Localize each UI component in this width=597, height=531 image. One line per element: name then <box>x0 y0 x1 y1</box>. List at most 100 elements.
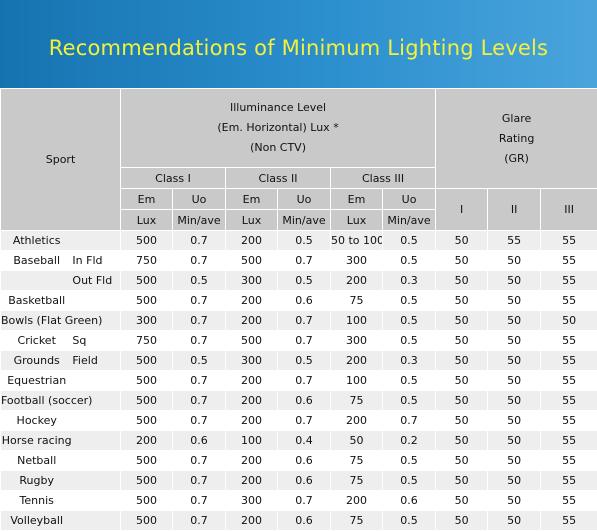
header-em: Em <box>120 188 173 210</box>
header-minave: Min/ave <box>277 209 331 231</box>
value-cell: 100 <box>330 310 383 331</box>
value-cell: 0.7 <box>172 330 226 351</box>
value-cell: 50 <box>487 410 542 431</box>
value-cell: 50 <box>435 510 489 531</box>
value-cell: 0.7 <box>172 370 226 391</box>
value-cell: 300 <box>330 330 383 351</box>
value-cell: 500 <box>120 350 173 371</box>
header-class-3: Class III <box>329 167 437 189</box>
value-cell: 50 <box>487 250 542 271</box>
sport-cell: Cricket Sq <box>0 330 121 351</box>
sport-subarea: Field <box>72 354 98 367</box>
value-cell: 500 <box>120 510 173 531</box>
sport-subarea: Out Fld <box>72 274 113 287</box>
value-cell: 0.5 <box>277 270 331 291</box>
sport-subarea <box>72 454 119 467</box>
value-cell: 200 <box>225 450 278 471</box>
sport-cell: Netball <box>0 450 121 471</box>
value-cell: 500 <box>120 370 173 391</box>
sport-name <box>2 274 73 287</box>
value-cell: 50 <box>330 430 383 451</box>
value-cell: 200 <box>330 350 383 371</box>
table-row: Athletics 500 0.7 200 0.5 50 to 100 0.5 50 55 55 <box>0 230 597 251</box>
sport-subarea <box>72 414 119 427</box>
value-cell: 50 <box>435 450 489 471</box>
value-cell: 0.6 <box>381 490 437 511</box>
value-cell: 0.2 <box>381 430 437 451</box>
value-cell: 0.5 <box>381 310 437 331</box>
sport-name: Tennis <box>19 494 54 507</box>
value-cell: 0.7 <box>381 410 437 431</box>
value-cell: 50 <box>487 370 542 391</box>
header-lux: Lux <box>330 209 383 231</box>
value-cell: 50 <box>435 250 489 271</box>
value-cell: 55 <box>487 230 542 251</box>
value-cell: 55 <box>540 330 597 351</box>
value-cell: 50 <box>487 450 542 471</box>
sport-cell: Volleyball <box>0 510 121 531</box>
header-glare-line-3: (GR) <box>504 151 529 165</box>
header-class-2: Class II <box>225 167 331 189</box>
value-cell: 0.5 <box>381 510 437 531</box>
value-cell: 300 <box>120 310 173 331</box>
header-uo: Uo <box>381 188 437 210</box>
value-cell: 300 <box>225 490 278 511</box>
header-sport: Sport <box>0 88 121 231</box>
header-em: Em <box>225 188 278 210</box>
sport-name: Hockey <box>16 414 57 427</box>
value-cell: 0.7 <box>277 370 331 391</box>
value-cell: 0.7 <box>172 470 226 491</box>
value-cell: 55 <box>540 510 597 531</box>
value-cell: 50 <box>435 310 489 331</box>
sport-cell: Baseball In Fld <box>0 250 121 271</box>
sport-name: Grounds <box>13 354 60 367</box>
value-cell: 55 <box>540 250 597 271</box>
value-cell: 0.7 <box>277 310 331 331</box>
sport-name: Athletics <box>12 234 61 247</box>
table-row: Football (soccer) 500 0.7 200 0.6 75 0.5 50 50 55 <box>0 390 597 411</box>
header-uo: Uo <box>172 188 226 210</box>
sport-cell: Rugby <box>0 470 121 491</box>
value-cell: 200 <box>330 490 383 511</box>
sport-cell: Hockey <box>0 410 121 431</box>
value-cell: 0.7 <box>172 250 226 271</box>
value-cell: 0.6 <box>277 450 331 471</box>
value-cell: 0.6 <box>277 290 331 311</box>
table-row: Volleyball 500 0.7 200 0.6 75 0.5 50 50 55 <box>0 510 597 531</box>
value-cell: 75 <box>330 290 383 311</box>
value-cell: 300 <box>225 270 278 291</box>
value-cell: 50 <box>435 270 489 291</box>
value-cell: 500 <box>120 290 173 311</box>
value-cell: 50 <box>435 290 489 311</box>
value-cell: 0.7 <box>172 450 226 471</box>
header-glare: Glare Rating (GR) <box>435 88 597 189</box>
header-uo: Uo <box>277 188 331 210</box>
value-cell: 300 <box>330 250 383 271</box>
value-cell: 0.5 <box>277 350 331 371</box>
sport-subarea: In Fld <box>72 254 103 267</box>
value-cell: 0.6 <box>277 390 331 411</box>
value-cell: 0.4 <box>277 430 331 451</box>
value-cell: 50 <box>435 350 489 371</box>
value-cell: 50 <box>487 510 542 531</box>
table-row: Cricket Sq 750 0.7 500 0.7 300 0.5 50 50 55 <box>0 330 597 351</box>
value-cell: 0.7 <box>172 490 226 511</box>
value-cell: 0.5 <box>277 230 331 251</box>
value-cell: 200 <box>225 290 278 311</box>
value-cell: 200 <box>225 230 278 251</box>
table-row: Baseball In Fld 750 0.7 500 0.7 300 0.5 50 50 55 <box>0 250 597 271</box>
header-illuminance-line-1: Illuminance Level <box>229 101 327 114</box>
value-cell: 50 <box>435 490 489 511</box>
value-cell: 50 <box>435 390 489 411</box>
header-gr-3: III <box>540 188 597 231</box>
value-cell: 55 <box>540 430 597 451</box>
sport-cell: Basketball <box>0 290 121 311</box>
sport-cell: Out Fld <box>0 270 121 291</box>
value-cell: 0.5 <box>381 330 437 351</box>
value-cell: 50 <box>487 330 542 351</box>
value-cell: 50 <box>487 270 542 291</box>
table-row: Rugby 500 0.7 200 0.6 75 0.5 50 50 55 <box>0 470 597 491</box>
table-row: Out Fld 500 0.5 300 0.5 200 0.3 50 50 55 <box>0 270 597 291</box>
header-lux: Lux <box>225 209 278 231</box>
value-cell: 750 <box>120 250 173 271</box>
